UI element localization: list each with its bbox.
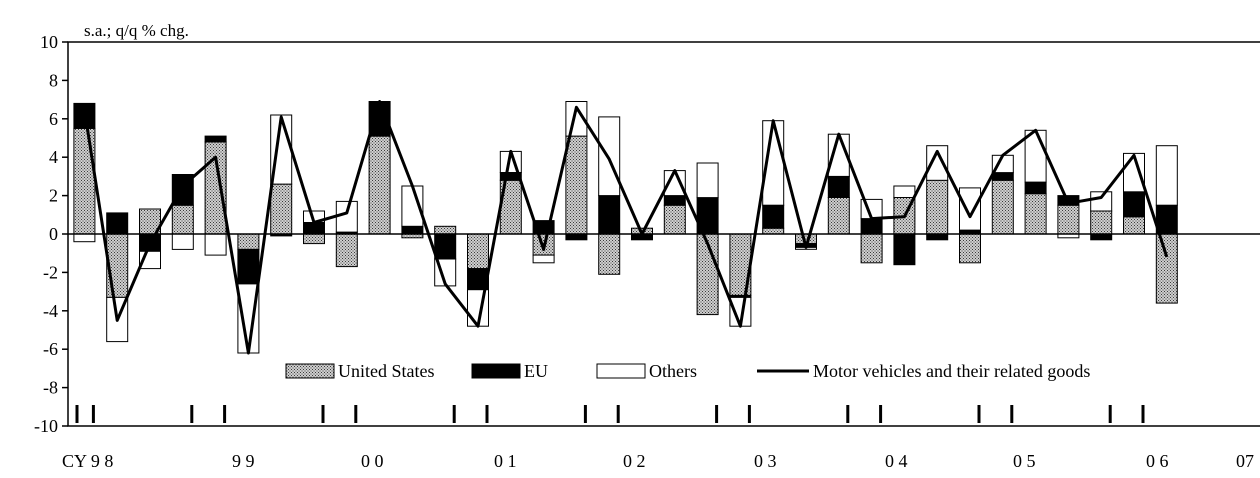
bar-united-states-q6	[238, 234, 259, 249]
x-axis: CY 9 8 9 9 0 0 0 1 0 2 0 3 0 4 0 5 0 6 07	[62, 405, 1254, 471]
bar-others-q34	[1156, 146, 1177, 206]
bar-united-states-q9	[336, 234, 357, 267]
bar-others-q4	[172, 234, 193, 249]
bar-eu-q25	[861, 219, 882, 234]
bar-eu-q22	[763, 205, 784, 228]
bar-others-q28	[960, 188, 981, 230]
bar-united-states-q12	[435, 226, 456, 234]
x-year-label: CY 9 8	[62, 451, 113, 471]
bar-eu-q8	[304, 223, 325, 235]
y-tick-label: 10	[40, 32, 58, 52]
bar-others-q9	[336, 201, 357, 232]
bar-eu-q19	[664, 196, 685, 206]
x-year-label: 0 3	[754, 451, 777, 471]
bar-united-states-q1	[74, 128, 95, 234]
bar-eu-q5	[205, 136, 226, 142]
bar-eu-q16	[566, 234, 587, 240]
bar-eu-q17	[599, 196, 620, 234]
bar-others-q26	[894, 186, 915, 198]
bar-united-states-q29	[992, 180, 1013, 234]
x-year-label: 9 9	[232, 451, 255, 471]
legend: United States EU Others Motor vehicles and …	[286, 361, 1090, 381]
bar-united-states-q17	[599, 234, 620, 274]
bar-united-states-q24	[828, 198, 849, 235]
bar-eu-q30	[1025, 182, 1046, 194]
y-axis: 10 8 6 4 2 0 -2 -4 -6 -8 -10	[34, 32, 68, 436]
bar-united-states-q22	[763, 228, 784, 234]
bar-united-states-q28	[960, 234, 981, 263]
y-tick-label: 4	[49, 147, 58, 167]
bar-others-q32	[1091, 192, 1112, 211]
bar-eu-q12	[435, 234, 456, 259]
y-tick-label: 0	[49, 224, 58, 244]
y-tick-label: -10	[34, 416, 58, 436]
bar-united-states-q13	[468, 234, 489, 269]
x-year-label: 07	[1236, 451, 1254, 471]
legend-swatch	[597, 364, 645, 378]
bar-eu-q2	[107, 213, 128, 234]
y-tick-label: 2	[49, 186, 58, 206]
bars-layer	[74, 102, 1177, 354]
y-tick-label: 8	[49, 70, 58, 90]
bar-united-states-q10	[369, 136, 390, 234]
x-year-label: 0 0	[361, 451, 384, 471]
legend-label: EU	[524, 361, 548, 381]
bar-united-states-q33	[1124, 217, 1145, 234]
bar-united-states-q25	[861, 234, 882, 263]
bar-united-states-q31	[1058, 205, 1079, 234]
bar-eu-q6	[238, 249, 259, 284]
x-year-label: 0 6	[1146, 451, 1169, 471]
y-tick-label: -4	[43, 301, 58, 321]
x-year-label: 0 4	[885, 451, 908, 471]
bar-others-q1	[74, 234, 95, 242]
bar-united-states-q19	[664, 205, 685, 234]
bar-united-states-q5	[205, 142, 226, 234]
unit-label: s.a.; q/q % chg.	[84, 21, 189, 40]
bar-others-q30	[1025, 130, 1046, 182]
x-year-label: 0 2	[623, 451, 646, 471]
bar-united-states-q7	[271, 184, 292, 234]
y-tick-label: 6	[49, 109, 58, 129]
bar-eu-q26	[894, 234, 915, 265]
bar-united-states-q32	[1091, 211, 1112, 234]
x-year-label: 0 1	[494, 451, 517, 471]
legend-swatch	[472, 364, 520, 378]
bar-united-states-q4	[172, 205, 193, 234]
bar-others-q17	[599, 117, 620, 196]
bar-eu-q27	[927, 234, 948, 240]
bar-eu-q29	[992, 173, 1013, 181]
bar-united-states-q27	[927, 180, 948, 234]
bar-united-states-q30	[1025, 194, 1046, 234]
bar-others-q15	[533, 255, 554, 263]
y-tick-label: -2	[43, 262, 58, 282]
x-year-label: 0 5	[1013, 451, 1036, 471]
bar-eu-q11	[402, 226, 423, 234]
bar-eu-q24	[828, 176, 849, 197]
y-tick-label: -8	[43, 378, 58, 398]
y-tick-label: -6	[43, 339, 58, 359]
bar-others-q5	[205, 234, 226, 255]
legend-label: United States	[338, 361, 435, 381]
legend-label: Others	[649, 361, 697, 381]
bar-united-states-q16	[566, 136, 587, 234]
legend-label: Motor vehicles and their related goods	[813, 361, 1090, 381]
bar-eu-q32	[1091, 234, 1112, 240]
bar-others-q20	[697, 163, 718, 198]
bar-united-states-q34	[1156, 234, 1177, 303]
bar-eu-q33	[1124, 192, 1145, 217]
legend-swatch	[286, 364, 334, 378]
bar-united-states-q8	[304, 234, 325, 244]
